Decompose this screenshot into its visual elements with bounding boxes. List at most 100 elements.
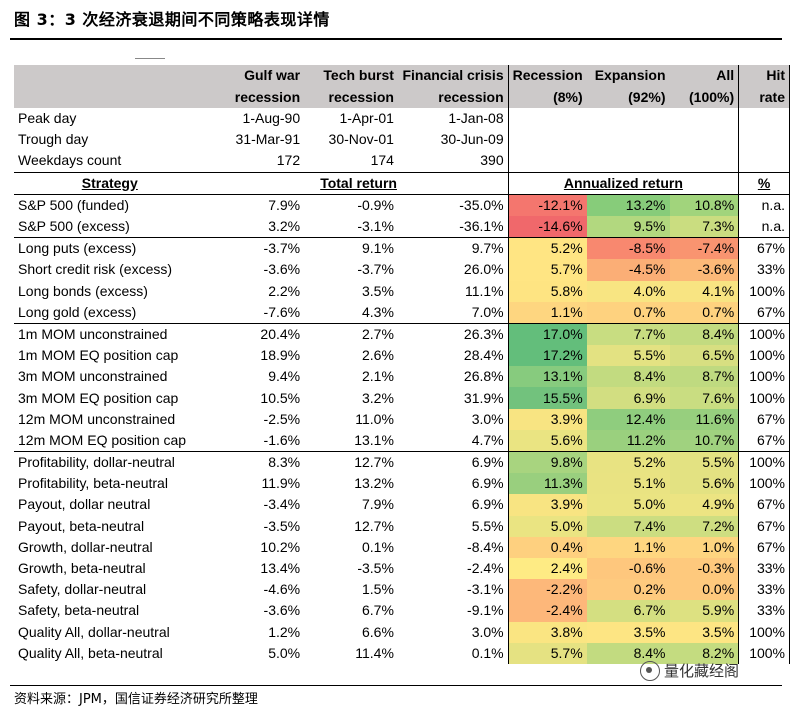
decorative-dash: [135, 58, 165, 59]
hit-rate: 100%: [738, 473, 790, 495]
table-row: 12m MOM EQ position cap -1.6% 13.1% 4.7% 5.6…: [14, 429, 790, 452]
header-all: All: [669, 65, 740, 87]
meta-fin: 1-Jan-08: [448, 110, 504, 127]
expansion-return: 5.2%: [586, 451, 670, 474]
tech-return: 2.7%: [304, 322, 398, 346]
meta-empty: [587, 150, 670, 172]
table-row: Growth, beta-neutral 13.4% -3.5% -2.4% 2.4% -…: [14, 557, 790, 580]
fin-return: 4.7%: [471, 431, 504, 448]
tech-return: -3.7%: [357, 261, 394, 278]
recession-return: -14.6%: [507, 215, 587, 238]
meta-empty: [507, 129, 587, 151]
fin-return: -35.0%: [397, 193, 509, 216]
meta-label: Trough day: [18, 131, 89, 148]
meta-gulf: 1-Aug-90: [242, 110, 301, 127]
all-return: 4.9%: [669, 494, 740, 516]
gulf-return: -4.6%: [263, 581, 301, 598]
fin-return: 6.9%: [471, 475, 504, 492]
header-row-2: recession recession recession (8%) (92%)…: [14, 86, 790, 108]
all-return: 10.7%: [669, 429, 740, 452]
header-row-1: Gulf war Tech burst Financial crisis Rec…: [14, 65, 790, 87]
hit-rate: 67%: [738, 515, 790, 537]
all-return: 7.2%: [669, 515, 740, 537]
strategy-name: 3m MOM unconstrained: [18, 368, 168, 385]
recession-return: 2.4%: [507, 557, 587, 580]
watermark: 量化藏经阁: [640, 660, 739, 681]
tech-return: 2.1%: [362, 368, 394, 385]
header-recession: Recession: [507, 65, 587, 87]
recession-return: 13.1%: [507, 366, 587, 388]
hit-rate: 67%: [738, 301, 790, 324]
gulf-return: 13.4%: [260, 560, 301, 577]
watermark-text: 量化藏经阁: [664, 662, 740, 680]
header-gulf: Gulf war: [209, 65, 305, 87]
gulf-return: 8.3%: [209, 451, 305, 474]
expansion-return: 0.7%: [586, 301, 670, 324]
strategy-name: 1m MOM unconstrained: [14, 322, 210, 346]
gulf-return: 5.0%: [268, 644, 301, 661]
recession-return: 3.8%: [507, 621, 587, 643]
meta-empty: [587, 129, 670, 150]
hit-rate: 67%: [738, 429, 790, 452]
fin-return: 6.9%: [471, 496, 504, 513]
recession-return: 5.2%: [507, 237, 587, 260]
recession-return: 1.1%: [507, 301, 587, 324]
gulf-return: 2.2%: [268, 282, 301, 299]
table-row: Quality All, beta-neutral 5.0% 11.4% 0.1% 5.…: [14, 642, 790, 664]
strategy-name: Safety, dollar-neutral: [18, 581, 147, 598]
hit-rate: n.a.: [738, 215, 790, 238]
hit-rate: n.a.: [738, 193, 790, 216]
table-row: Payout, dollar neutral -3.4% 7.9% 6.9% 3.9% 5…: [14, 494, 790, 516]
header-recession-2: (8%): [507, 86, 587, 108]
expansion-return: -4.5%: [586, 259, 670, 281]
tech-return: 7.9%: [362, 496, 394, 513]
expansion-return: 7.4%: [586, 515, 670, 537]
tech-return: 2.6%: [362, 347, 394, 364]
tech-return: -0.9%: [304, 193, 398, 216]
meta-empty: [669, 129, 740, 151]
fin-return: -2.4%: [467, 560, 504, 577]
all-return: 7.6%: [669, 387, 740, 409]
tech-return: 4.3%: [362, 303, 394, 320]
hit-rate: 67%: [738, 494, 790, 516]
meta-empty: [738, 150, 790, 173]
strategy-name: Long bonds (excess): [18, 282, 148, 299]
all-return: 10.8%: [669, 193, 740, 216]
all-return: 7.3%: [669, 215, 740, 238]
all-return: 11.6%: [669, 408, 740, 430]
header-tech-2: recession: [304, 86, 398, 108]
all-return: 0.7%: [669, 301, 740, 324]
strategy-name: Long gold (excess): [18, 303, 137, 320]
strategy-name: 12m MOM unconstrained: [18, 410, 176, 427]
title-rule: [10, 38, 782, 40]
expansion-return: 1.1%: [586, 536, 670, 558]
pct-label: %: [738, 171, 790, 195]
hit-rate: 67%: [738, 408, 790, 430]
strategy-name: Growth, dollar-neutral: [18, 538, 153, 555]
gulf-return: -7.6%: [263, 303, 301, 320]
hit-rate: 100%: [738, 642, 790, 664]
hit-rate: 100%: [738, 322, 790, 346]
hit-rate: 100%: [738, 451, 790, 474]
fin-return: 5.5%: [471, 517, 504, 534]
gulf-return: 10.5%: [260, 389, 301, 406]
fin-return: 7.0%: [471, 303, 504, 320]
meta-gulf: 172: [276, 152, 301, 169]
all-return: 1.0%: [669, 536, 740, 558]
hit-rate: 100%: [738, 387, 790, 409]
header-expansion-2: (92%): [586, 86, 670, 108]
gulf-return: -3.5%: [263, 517, 301, 534]
header-fin-2: recession: [397, 86, 509, 108]
table-row: 1m MOM EQ position cap 18.9% 2.6% 28.4% 17.2…: [14, 345, 790, 367]
fin-return: 9.7%: [397, 237, 509, 260]
tech-return: 6.6%: [362, 623, 394, 640]
header-blank-2: [14, 86, 210, 108]
strategy-name: Quality All, dollar-neutral: [18, 623, 170, 640]
gulf-return: -2.5%: [263, 410, 301, 427]
hit-rate: 100%: [738, 280, 790, 302]
table-row: 3m MOM unconstrained 9.4% 2.1% 26.8% 13.1% 8.…: [14, 366, 790, 388]
total-return-label-text: Total return: [320, 174, 397, 191]
header-fin: Financial crisis: [397, 65, 509, 87]
expansion-return: 5.1%: [586, 473, 670, 495]
table-row: Long bonds (excess) 2.2% 3.5% 11.1% 5.8% 4.0%…: [14, 280, 790, 302]
